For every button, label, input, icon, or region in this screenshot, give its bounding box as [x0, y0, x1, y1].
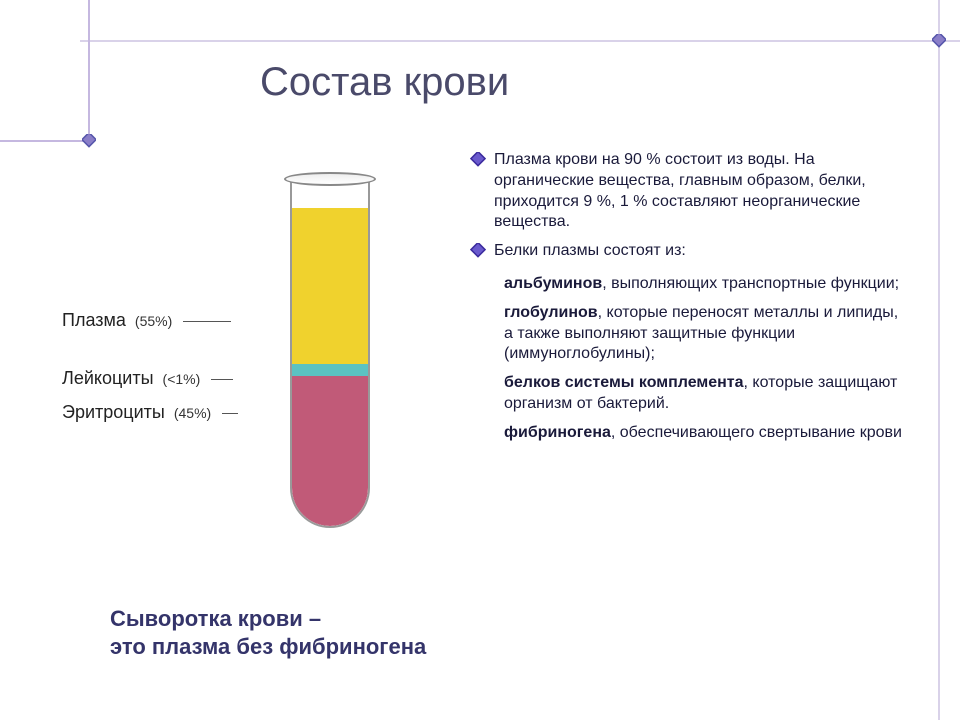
deco-corner-vertical: [88, 0, 90, 142]
label-pct: (55%): [135, 313, 172, 329]
footnote: Сыворотка крови – это плазма без фибрино…: [110, 605, 426, 660]
leukocyte-layer: [292, 364, 368, 376]
corner-diamond-icon: [82, 134, 96, 153]
erythrocyte-layer: [292, 376, 368, 526]
label-leukocytes: Лейкоциты (<1%): [62, 368, 233, 389]
deco-corner-horizontal: [0, 140, 90, 142]
deco-line-top: [80, 40, 960, 42]
leader-line: [211, 379, 233, 380]
deco-line-right: [938, 0, 940, 720]
sub-bullet: глобулинов, которые переносят металлы и …: [504, 303, 910, 365]
sub-bold: белков системы комплемента: [504, 374, 744, 391]
plasma-layer: [292, 208, 368, 364]
label-plasma: Плазма (55%): [62, 310, 231, 331]
sub-rest: , выполняющих транспортные функции;: [602, 275, 899, 292]
label-pct: (<1%): [163, 371, 201, 387]
test-tube-diagram: [290, 160, 370, 530]
tube-glass: [290, 180, 370, 528]
page-title: Состав крови: [260, 60, 509, 105]
corner-diamond-icon: [932, 34, 946, 53]
content-column: Плазма крови на 90 % состоит из воды. На…: [470, 150, 910, 452]
sub-bullet: белков системы комплемента, которые защи…: [504, 373, 910, 415]
sub-bullet: альбуминов, выполняющих транспортные фун…: [504, 274, 910, 295]
sub-bullet: фибриногена, обеспечивающего свертывание…: [504, 423, 910, 444]
label-text: Лейкоциты: [62, 368, 154, 388]
bullet-text: Плазма крови на 90 % состоит из воды. На…: [494, 150, 910, 233]
bullet-item: Плазма крови на 90 % состоит из воды. На…: [470, 150, 910, 233]
slide: Состав крови Плазма (55%) Лейкоциты (<1%…: [0, 0, 960, 720]
leader-line: [183, 321, 231, 322]
tube-lip: [284, 172, 376, 186]
bullet-text: Белки плазмы состоят из:: [494, 241, 910, 266]
label-text: Эритроциты: [62, 402, 165, 422]
footnote-line1: Сыворотка крови –: [110, 606, 321, 631]
sub-rest: , обеспечивающего свертывание крови: [611, 424, 902, 441]
footnote-line2: это плазма без фибриногена: [110, 634, 426, 659]
diamond-bullet-icon: [470, 243, 494, 266]
label-pct: (45%): [174, 405, 211, 421]
sub-bold: глобулинов: [504, 304, 598, 321]
sub-bold: альбуминов: [504, 275, 602, 292]
label-text: Плазма: [62, 310, 126, 330]
diamond-bullet-icon: [470, 152, 494, 233]
bullet-item: Белки плазмы состоят из:: [470, 241, 910, 266]
label-erythrocytes: Эритроциты (45%): [62, 402, 238, 423]
sub-bold: фибриногена: [504, 424, 611, 441]
leader-line: [222, 413, 238, 414]
